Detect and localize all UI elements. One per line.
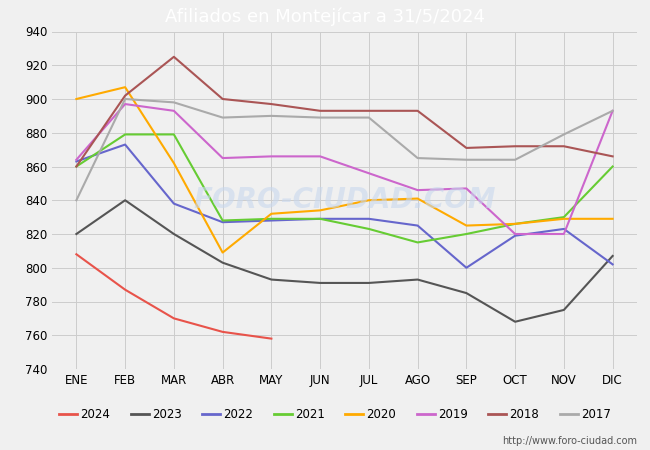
Text: 2022: 2022 [224,408,254,420]
Text: 2020: 2020 [367,408,396,420]
Text: 2018: 2018 [510,408,540,420]
Text: Afiliados en Montejícar a 31/5/2024: Afiliados en Montejícar a 31/5/2024 [165,8,485,26]
Text: 2019: 2019 [438,408,468,420]
Text: 2021: 2021 [295,408,325,420]
Text: 2017: 2017 [581,408,611,420]
Text: 2023: 2023 [152,408,182,420]
Text: FORO-CIUDAD.COM: FORO-CIUDAD.COM [193,186,496,214]
Text: http://www.foro-ciudad.com: http://www.foro-ciudad.com [502,436,637,446]
Text: 2024: 2024 [81,408,110,420]
